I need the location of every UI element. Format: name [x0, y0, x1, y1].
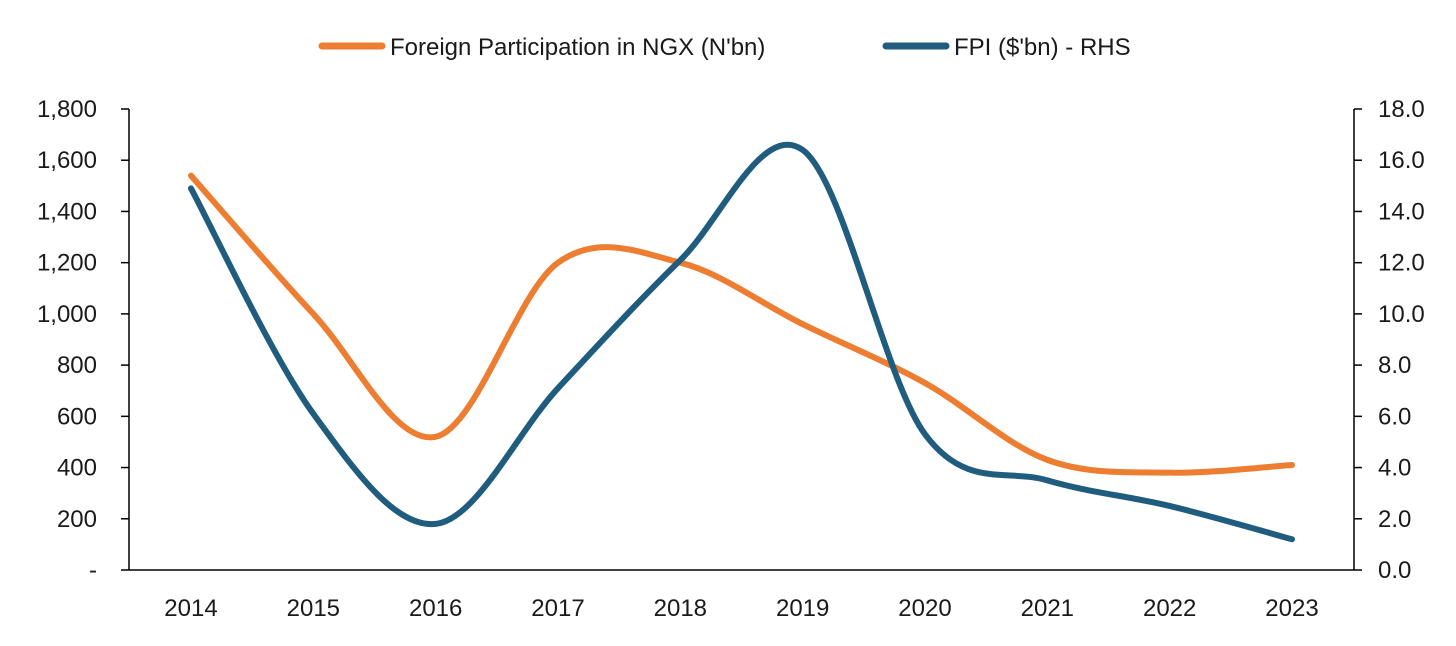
right-tick-label: 18.0: [1378, 96, 1425, 123]
x-tick-label: 2023: [1265, 595, 1318, 622]
series-line-ngx: [188, 172, 1295, 476]
right-y-ticks: 0.0 2.0 4.0 6.0 8.0 10.0 12.0 14.0 16.0 18.0: [1354, 96, 1425, 584]
x-tick-label: 2015: [287, 595, 340, 622]
left-tick-label: -: [89, 557, 97, 584]
right-tick-label: 12.0: [1378, 250, 1425, 277]
legend: Foreign Participation in NGX (N'bn) FPI (…: [318, 34, 1131, 61]
x-tick-labels: 2014 2015 2016 2017 2018 2019 2020 2021 2022 2023: [164, 595, 1318, 622]
x-tick-label: 2017: [531, 595, 584, 622]
right-tick-label: 8.0: [1378, 352, 1411, 379]
legend-label: FPI ($'bn) - RHS: [954, 34, 1131, 61]
right-tick-label: 14.0: [1378, 198, 1425, 225]
legend-label: Foreign Participation in NGX (N'bn): [390, 34, 765, 61]
right-tick-label: 6.0: [1378, 403, 1411, 430]
x-tick-label: 2021: [1021, 595, 1074, 622]
x-tick-label: 2014: [164, 595, 217, 622]
right-tick-label: 16.0: [1378, 147, 1425, 174]
right-tick-label: 0.0: [1378, 557, 1411, 584]
series-lines: [188, 141, 1295, 543]
x-tick-label: 2020: [898, 595, 951, 622]
left-tick-label: 1,000: [37, 301, 97, 328]
left-tick-label: 1,800: [37, 96, 97, 123]
left-tick-label: 800: [57, 352, 97, 379]
left-y-ticks: - 200 400 600 800 1,000 1,200 1,400 1,600 1,800: [37, 96, 129, 584]
left-tick-label: 400: [57, 455, 97, 482]
left-tick-label: 600: [57, 403, 97, 430]
left-tick-label: 1,400: [37, 198, 97, 225]
x-tick-label: 2016: [409, 595, 462, 622]
left-tick-label: 200: [57, 506, 97, 533]
x-tick-label: 2019: [776, 595, 829, 622]
axes: [128, 109, 1355, 571]
right-tick-label: 4.0: [1378, 455, 1411, 482]
x-tick-label: 2018: [654, 595, 707, 622]
series-line-fpi: [188, 141, 1295, 543]
right-tick-label: 2.0: [1378, 506, 1411, 533]
x-tick-label: 2022: [1143, 595, 1196, 622]
left-tick-label: 1,200: [37, 250, 97, 277]
left-tick-label: 1,600: [37, 147, 97, 174]
right-tick-label: 10.0: [1378, 301, 1425, 328]
